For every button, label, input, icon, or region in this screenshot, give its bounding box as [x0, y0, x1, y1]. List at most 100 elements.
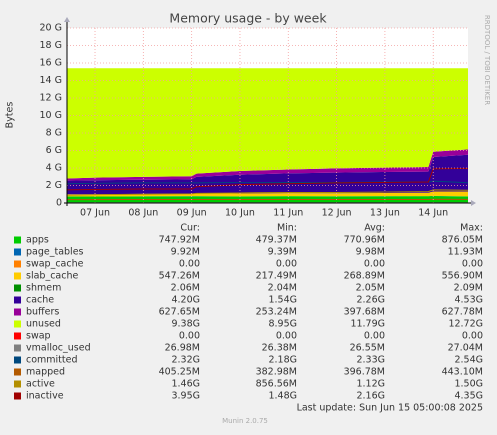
legend-stat: 2.05M — [356, 283, 385, 294]
legend-label: committed — [26, 355, 78, 366]
legend-stat: 627.78M — [442, 307, 483, 318]
legend-stat: 382.98M — [256, 367, 297, 378]
y-axis-label: Bytes — [5, 102, 16, 129]
legend-stat: 2.33G — [356, 355, 385, 366]
legend-stat: 0.00 — [276, 331, 297, 342]
legend-stat: 1.48G — [268, 391, 297, 402]
legend-swatch — [14, 393, 21, 400]
legend-stat: 0.00 — [462, 259, 483, 270]
legend-header: Avg: — [364, 223, 385, 234]
legend-stat: 556.90M — [442, 271, 483, 282]
legend-stat: 2.04M — [268, 283, 297, 294]
x-tick-label: 10 Jun — [225, 208, 255, 219]
y-tick-label: 18 G — [40, 40, 62, 51]
legend-swatch — [14, 249, 21, 256]
legend-stat: 396.78M — [344, 367, 385, 378]
legend-label: apps — [26, 235, 49, 246]
legend-stat: 11.93M — [448, 247, 483, 258]
legend-swatch — [14, 381, 21, 388]
x-tick-label: 12 Jun — [322, 208, 352, 219]
legend-header: Cur: — [180, 223, 200, 234]
legend-label: swap — [26, 331, 51, 342]
legend-stat: 26.55M — [350, 343, 385, 354]
legend-stat: 3.95G — [171, 391, 200, 402]
legend-label: vmalloc_used — [26, 343, 91, 354]
legend-stat: 9.38G — [171, 319, 200, 330]
legend-swatch — [14, 285, 21, 292]
legend-stat: 1.46G — [171, 379, 200, 390]
y-tick-label: 14 G — [40, 75, 62, 86]
y-tick-label: 10 G — [40, 110, 62, 121]
chart-title: Memory usage - by week — [169, 11, 327, 26]
legend-stat: 1.12G — [356, 379, 385, 390]
legend-swatch — [14, 369, 21, 376]
y-tick-label: 0 — [56, 198, 62, 209]
legend-label: cache — [26, 295, 54, 306]
legend-label: active — [26, 379, 55, 390]
legend-stat: 9.92M — [171, 247, 200, 258]
legend-swatch — [14, 357, 21, 364]
legend-label: inactive — [26, 391, 64, 402]
legend-label: buffers — [26, 307, 59, 318]
legend-swatch — [14, 333, 21, 340]
y-tick-label: 16 G — [40, 58, 62, 69]
legend-swatch — [14, 309, 21, 316]
legend-swatch — [14, 297, 21, 304]
legend-stat: 4.53G — [454, 295, 483, 306]
side-text: RRDTOOL / TOBI OETIKER — [483, 15, 491, 105]
y-tick-label: 20 G — [40, 23, 62, 34]
legend-stat: 2.26G — [356, 295, 385, 306]
legend-stat: 2.32G — [171, 355, 200, 366]
legend-swatch — [14, 261, 21, 268]
legend-swatch — [14, 273, 21, 280]
legend-label: slab_cache — [26, 271, 78, 282]
legend-stat: 479.37M — [256, 235, 297, 246]
legend-stat: 443.10M — [442, 367, 483, 378]
y-tick-label: 2 G — [46, 180, 62, 191]
area — [67, 68, 468, 178]
legend-stat: 0.00 — [462, 331, 483, 342]
legend-stat: 405.25M — [159, 367, 200, 378]
legend-stat: 0.00 — [179, 259, 200, 270]
legend-stat: 397.68M — [344, 307, 385, 318]
legend-stat: 27.04M — [448, 343, 483, 354]
legend-label: swap_cache — [26, 259, 84, 270]
legend-stat: 547.26M — [159, 271, 200, 282]
legend-stat: 2.54G — [454, 355, 483, 366]
x-tick-label: 14 Jun — [418, 208, 448, 219]
legend-stat: 1.50G — [454, 379, 483, 390]
legend-stat: 627.65M — [159, 307, 200, 318]
legend-stat: 217.49M — [256, 271, 297, 282]
legend-label: unused — [26, 319, 61, 330]
legend-stat: 770.96M — [344, 235, 385, 246]
version: Munin 2.0.75 — [222, 417, 268, 425]
legend-label: page_tables — [26, 247, 84, 258]
y-tick-label: 12 G — [40, 93, 62, 104]
legend-swatch — [14, 237, 21, 244]
x-tick-label: 08 Jun — [128, 208, 158, 219]
legend-stat: 2.16G — [356, 391, 385, 402]
legend-stat: 268.89M — [344, 271, 385, 282]
y-tick-label: 6 G — [46, 145, 62, 156]
legend-stat: 0.00 — [364, 259, 385, 270]
last-update: Last update: Sun Jun 15 05:00:08 2025 — [297, 403, 483, 414]
legend-label: mapped — [26, 367, 65, 378]
x-tick-label: 09 Jun — [177, 208, 207, 219]
legend-stat: 2.06M — [171, 283, 200, 294]
x-tick-label: 13 Jun — [370, 208, 400, 219]
legend-stat: 856.56M — [256, 379, 297, 390]
legend-stat: 2.18G — [268, 355, 297, 366]
legend-stat: 1.54G — [268, 295, 297, 306]
legend-stat: 11.79G — [350, 319, 385, 330]
legend-header: Max: — [460, 223, 483, 234]
y-tick-label: 4 G — [46, 163, 62, 174]
legend-stat: 9.98M — [356, 247, 385, 258]
x-tick-label: 11 Jun — [273, 208, 303, 219]
legend-stat: 12.72G — [448, 319, 483, 330]
legend-stat: 253.24M — [256, 307, 297, 318]
legend-stat: 0.00 — [364, 331, 385, 342]
legend-stat: 26.38M — [262, 343, 297, 354]
legend-stat: 4.20G — [171, 295, 200, 306]
